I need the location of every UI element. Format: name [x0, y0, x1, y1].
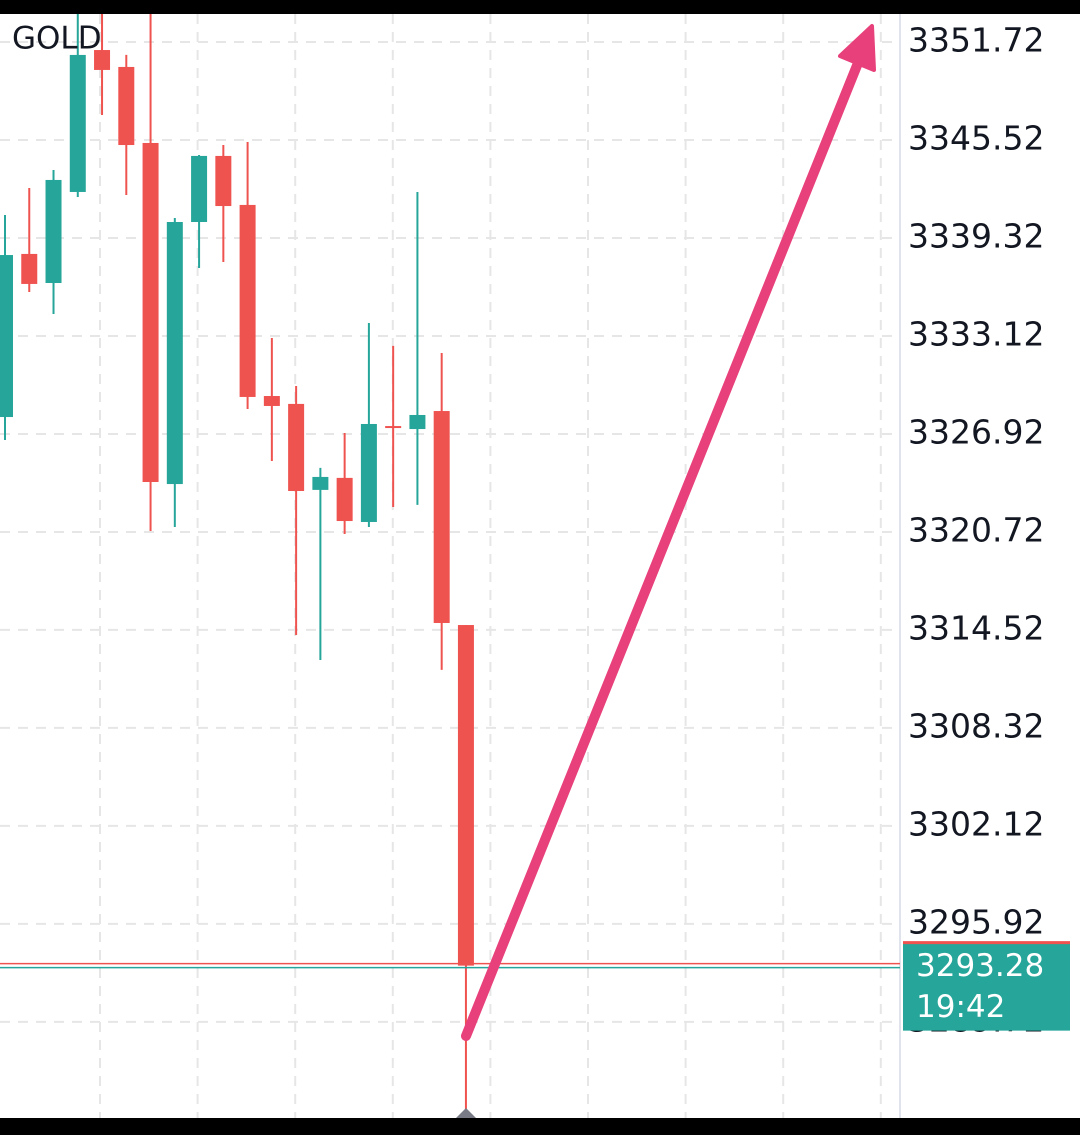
candle-body [409, 414, 426, 430]
candle-body [457, 625, 474, 966]
candle-body [312, 476, 329, 490]
candle-body [360, 423, 377, 522]
last-price: 3293.28 19:42 [0, 941, 1070, 1031]
y-tick-label: 3295.92 [908, 902, 1044, 941]
y-tick-label: 3345.52 [908, 118, 1044, 157]
bar-marker [456, 1108, 476, 1118]
y-tick-label: 3333.12 [908, 314, 1044, 353]
arrow-shaft [461, 53, 865, 1041]
y-tick-label: 3308.32 [908, 706, 1044, 745]
chart-title: GOLD [12, 21, 102, 57]
candle-body [118, 66, 135, 146]
y-tick-label: 3351.72 [908, 20, 1044, 59]
countdown-label: 19:42 [916, 989, 1005, 1025]
y-tick-label: 3314.52 [908, 608, 1044, 647]
time-grid [99, 14, 882, 1118]
candle-body [433, 411, 450, 623]
candle-body [288, 403, 305, 492]
candle-body [45, 179, 62, 284]
candle-body [263, 396, 280, 406]
candle-body [239, 204, 256, 397]
candle-body [385, 426, 402, 429]
y-tick-label: 3326.92 [908, 412, 1044, 451]
candle-body [142, 142, 159, 482]
y-tick-label: 3302.12 [908, 804, 1044, 843]
candles [0, 14, 474, 1110]
candle-body [94, 50, 111, 70]
last-price-label: 3293.28 [916, 948, 1044, 984]
candle-body [21, 253, 38, 284]
candle-body [166, 221, 183, 485]
candle-body [336, 477, 353, 522]
y-tick-label: 3339.32 [908, 216, 1044, 255]
candle-body [215, 155, 232, 207]
candle-body [0, 255, 13, 418]
y-tick-label: 3320.72 [908, 510, 1044, 549]
price-label-box [903, 942, 1070, 1031]
arrow-head [838, 24, 876, 72]
candle-body [69, 54, 86, 192]
candle-body [191, 155, 208, 222]
